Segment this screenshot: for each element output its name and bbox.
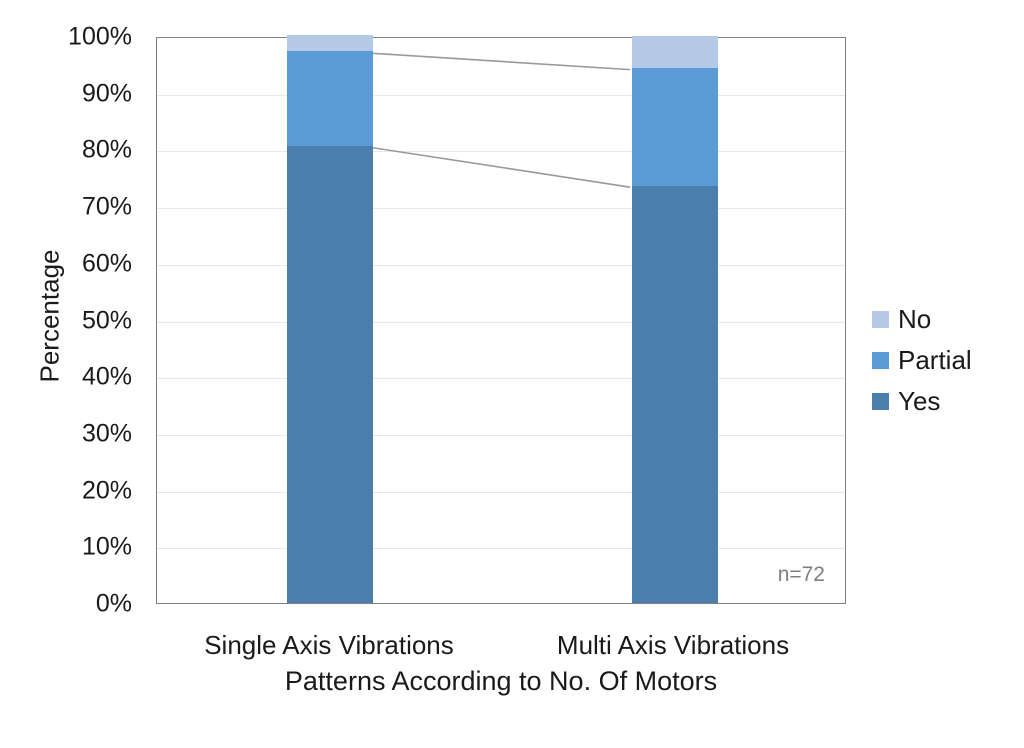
gridline [157, 321, 845, 323]
legend: No Partial Yes [872, 303, 972, 429]
legend-swatch-icon [872, 351, 889, 369]
x-axis-title: Patterns According to No. Of Motors [284, 666, 718, 696]
legend-label: Partial [898, 344, 972, 375]
gridline [157, 491, 845, 493]
y-tick-label: 80% [81, 135, 132, 164]
legend-swatch-icon [872, 392, 889, 410]
y-tick-label: 20% [81, 476, 132, 505]
series-connector-lines [371, 52, 631, 188]
plot-area: n=72 [156, 35, 846, 604]
legend-item-partial: Partial [872, 344, 972, 375]
y-tick-label: 70% [81, 192, 132, 221]
bar-segment-no [286, 35, 373, 52]
legend-item-no: No [872, 303, 972, 334]
gridline [157, 548, 845, 550]
gridline [157, 434, 845, 436]
x-category-label-multi-axis: Multi Axis Vibrations [556, 630, 790, 660]
y-tick-label: 30% [81, 419, 132, 448]
y-tick-label: 10% [81, 532, 132, 561]
gridline [157, 264, 845, 266]
legend-swatch-icon [872, 310, 889, 328]
gridline [157, 378, 845, 380]
sample-size-annotation: n=72 [777, 563, 825, 586]
gridline [157, 151, 845, 153]
legend-label: No [898, 303, 932, 334]
bar-segment-yes [631, 185, 718, 603]
connector-line [371, 52, 631, 71]
bar-segment-yes [286, 146, 373, 603]
gridline [157, 94, 845, 96]
connector-line [371, 146, 631, 188]
x-category-label-single-axis: Single Axis Vibrations [204, 630, 454, 660]
y-tick-label: 100% [68, 22, 132, 51]
bar-segment-no [631, 36, 718, 68]
bar-segment-partial [631, 67, 718, 186]
y-tick-label: 60% [81, 249, 132, 278]
y-tick-label: 90% [81, 79, 132, 108]
bar-segment-partial [286, 51, 373, 146]
y-tick-label: 40% [81, 362, 132, 391]
legend-item-yes: Yes [872, 385, 972, 416]
y-tick-label: 50% [81, 306, 132, 334]
gridline [157, 208, 845, 210]
y-tick-label: 0% [95, 589, 132, 618]
legend-label: Yes [898, 385, 941, 416]
